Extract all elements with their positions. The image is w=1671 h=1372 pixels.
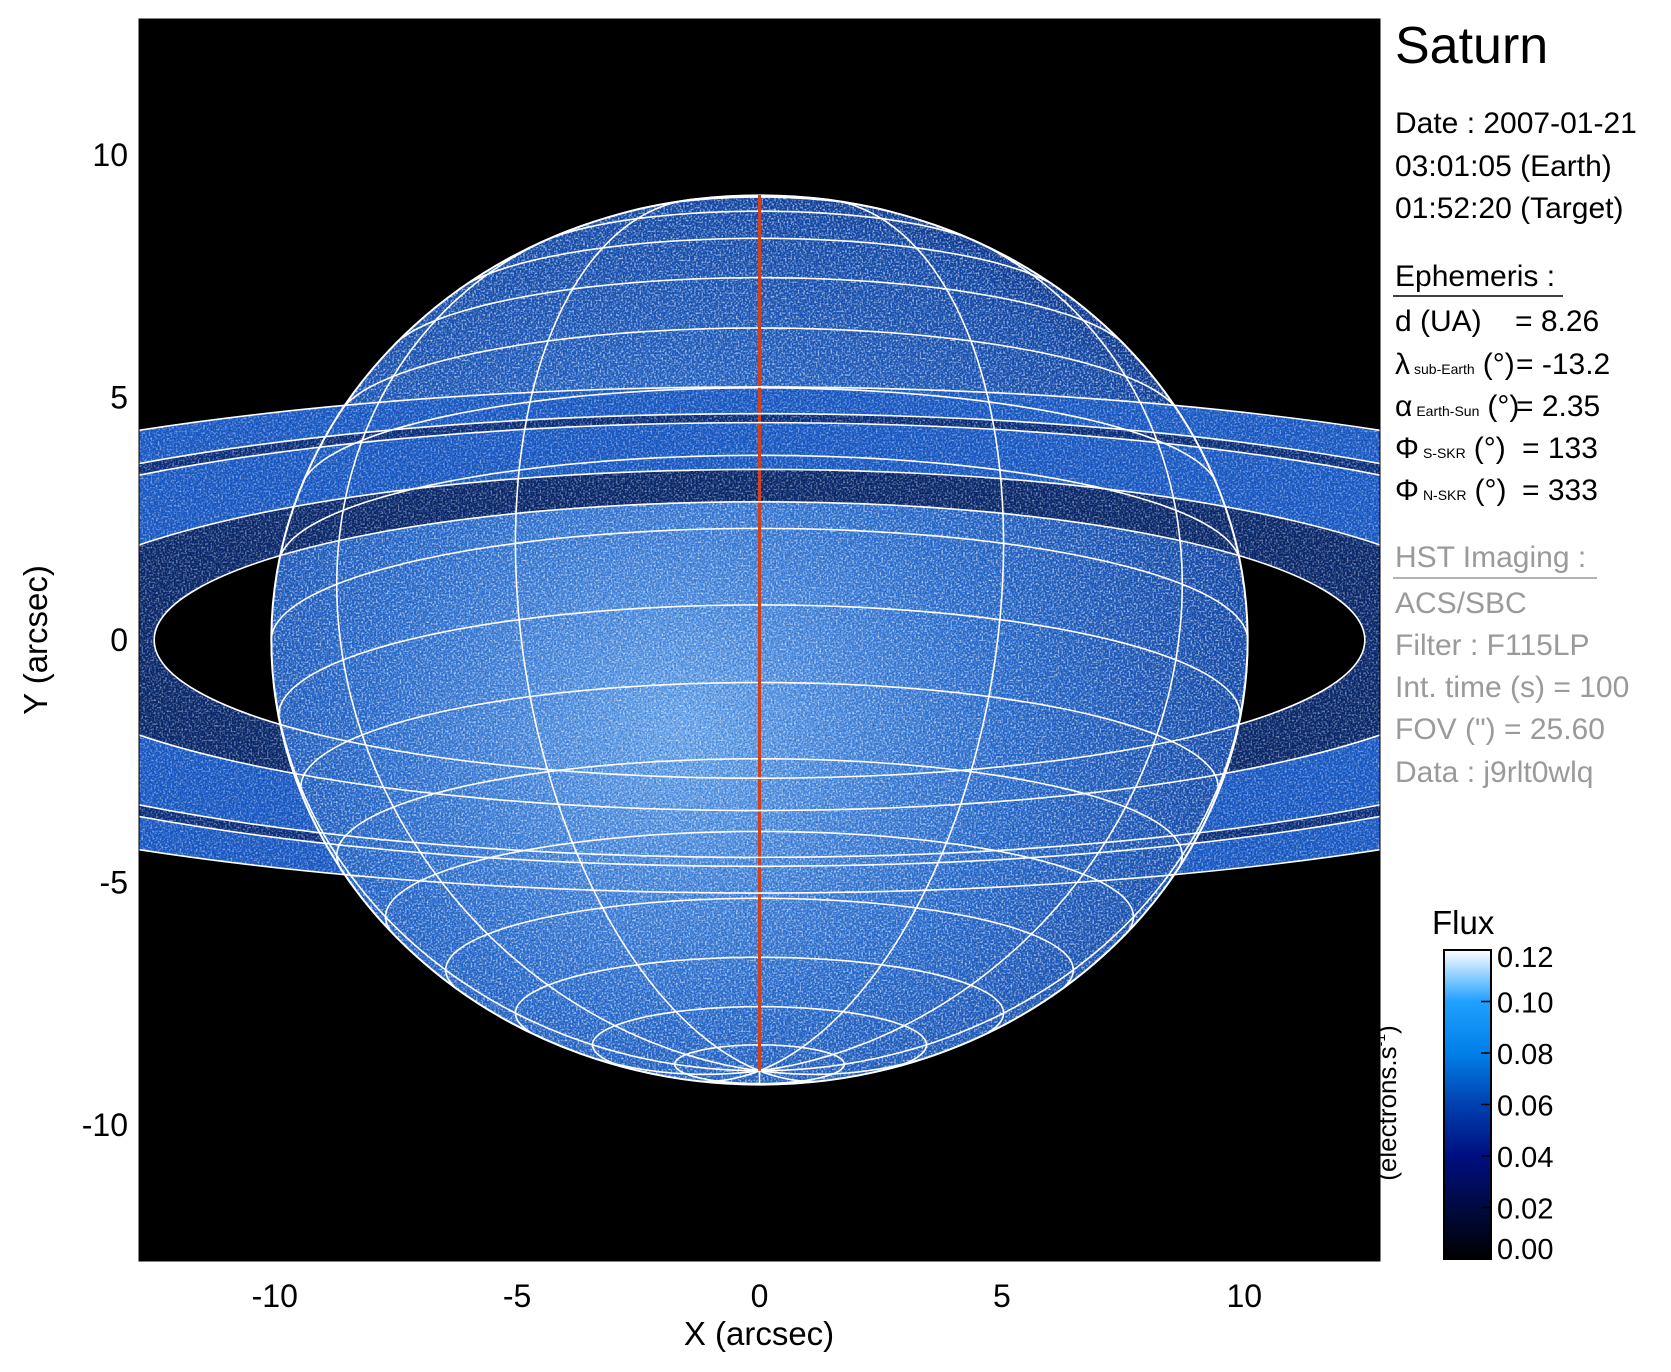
ephemeris-symbol: d (UA) <box>1395 305 1482 338</box>
ephemeris-row: λ sub-Earth (°) = -13.2 <box>1395 348 1610 381</box>
ring-edges <box>139 386 1380 894</box>
ring-edge-line <box>139 386 1380 894</box>
ephemeris-subscript: N-SKR <box>1423 487 1467 503</box>
ring-edge-line <box>139 421 1380 859</box>
imaging-line: Int. time (s) = 100 <box>1395 671 1629 704</box>
x-tick-label: -5 <box>503 1278 531 1314</box>
x-tick-label: 10 <box>1226 1278 1262 1314</box>
longitude-line <box>759 639 1249 1072</box>
longitude-line <box>597 1058 760 1076</box>
colorbar-tick-label: 0.00 <box>1497 1234 1553 1266</box>
longitude-line <box>335 223 760 1072</box>
longitude-line <box>759 1058 922 1076</box>
ephemeris-label: λ sub-Earth (°) <box>1395 348 1515 381</box>
ephemeris-symbol: λ <box>1395 348 1410 381</box>
y-tick-label: -10 <box>82 1107 128 1143</box>
colorbar-tick-label: 0.02 <box>1497 1194 1553 1226</box>
axes: -10 -5 0 5 10 10 5 0 -5 -10 <box>82 18 1381 1314</box>
time-earth: 03:01:05 (Earth) <box>1395 150 1612 183</box>
ephemeris-value: = 8.26 <box>1515 305 1599 338</box>
ephemeris-symbol: Φ <box>1395 432 1419 465</box>
imaging-line: Data : j9rlt0wlq <box>1395 756 1593 789</box>
longitude-line <box>759 198 1005 1072</box>
ephemeris-unit: (°) <box>1474 432 1506 465</box>
ephemeris-list: d (UA) = 8.26λ sub-Earth (°) = -13.2α Earth-S… <box>1395 305 1610 507</box>
ephemeris-value: = -13.2 <box>1516 348 1610 381</box>
ephemeris-label: Φ N-SKR (°) <box>1395 474 1506 507</box>
x-tick-label: 5 <box>993 1278 1011 1314</box>
ephemeris-symbol: α <box>1395 390 1412 423</box>
ephemeris-subscript: S-SKR <box>1423 445 1466 461</box>
imaging-list: ACS/SBC Filter : F115LP Int. time (s) = 10… <box>1395 587 1629 789</box>
longitude-line <box>759 223 1184 1072</box>
longitude-line <box>270 639 760 1072</box>
ephemeris-value: = 2.35 <box>1516 390 1600 423</box>
ephemeris-unit: (°) <box>1475 474 1507 507</box>
ring-edge-line <box>139 412 1380 868</box>
date-line: Date : 2007-01-21 <box>1395 107 1637 140</box>
ephemeris-symbol: Φ <box>1395 474 1419 507</box>
longitude-line <box>514 198 760 1072</box>
ephemeris-unit: (°) <box>1487 390 1519 423</box>
ephemeris-label: α Earth-Sun (°) <box>1395 390 1519 423</box>
ephemeris-row: α Earth-Sun (°)= 2.35 <box>1395 390 1600 423</box>
colorbar-tick-label: 0.06 <box>1497 1091 1553 1123</box>
colorbar-tick-label: 0.10 <box>1497 988 1553 1020</box>
y-tick-label: -5 <box>100 865 128 901</box>
longitude-line <box>702 1070 760 1083</box>
longitude-line <box>759 1070 817 1083</box>
imaging-line: FOV (") = 25.60 <box>1395 713 1605 746</box>
colorbar-title: Flux <box>1432 904 1495 941</box>
colorbar-unit: (electrons.s-1) <box>1372 1025 1402 1181</box>
imaging-header: HST Imaging : <box>1395 541 1586 574</box>
ephemeris-value: = 333 <box>1522 474 1598 507</box>
target-title: Saturn <box>1395 17 1548 75</box>
x-tick-label: 0 <box>751 1278 769 1314</box>
ephemeris-subscript: sub-Earth <box>1414 361 1475 377</box>
imaging-line: ACS/SBC <box>1395 587 1527 620</box>
y-axis-title: Y (arcsec) <box>17 565 54 715</box>
colorbar-ticks: 0.00 0.02 0.04 0.06 0.08 0.10 0.12 <box>1481 942 1553 1266</box>
ephemeris-header: Ephemeris : <box>1395 260 1555 293</box>
y-tick-label: 0 <box>110 622 128 658</box>
plot-frame <box>138 18 1381 1262</box>
ephemeris-row: Φ N-SKR (°) = 333 <box>1395 474 1598 507</box>
ephemeris-subscript: Earth-Sun <box>1416 403 1479 419</box>
imaging-line: Filter : F115LP <box>1395 629 1590 662</box>
ephemeris-label: Φ S-SKR (°) <box>1395 432 1506 465</box>
colorbar-tick-label: 0.08 <box>1497 1039 1553 1071</box>
colorbar-tick-label: 0.04 <box>1497 1142 1553 1174</box>
y-tick-label: 10 <box>92 137 128 173</box>
globe-grid <box>270 194 1249 1086</box>
x-tick-label: -10 <box>252 1278 298 1314</box>
x-axis-title: X (arcsec) <box>684 1315 834 1352</box>
ephemeris-row: d (UA) = 8.26 <box>1395 305 1599 338</box>
time-target: 01:52:20 (Target) <box>1395 192 1623 225</box>
ring-edge-line <box>153 500 1366 780</box>
image-plot-area <box>139 19 1380 1261</box>
ephemeris-label: d (UA) <box>1395 305 1482 338</box>
ephemeris-unit: (°) <box>1483 348 1515 381</box>
colorbar-tick-label: 0.12 <box>1497 942 1553 974</box>
y-tick-label: 5 <box>110 379 128 415</box>
ephemeris-value: = 133 <box>1522 432 1598 465</box>
ring-edge-line <box>139 468 1380 812</box>
ephemeris-row: Φ S-SKR (°) = 133 <box>1395 432 1598 465</box>
